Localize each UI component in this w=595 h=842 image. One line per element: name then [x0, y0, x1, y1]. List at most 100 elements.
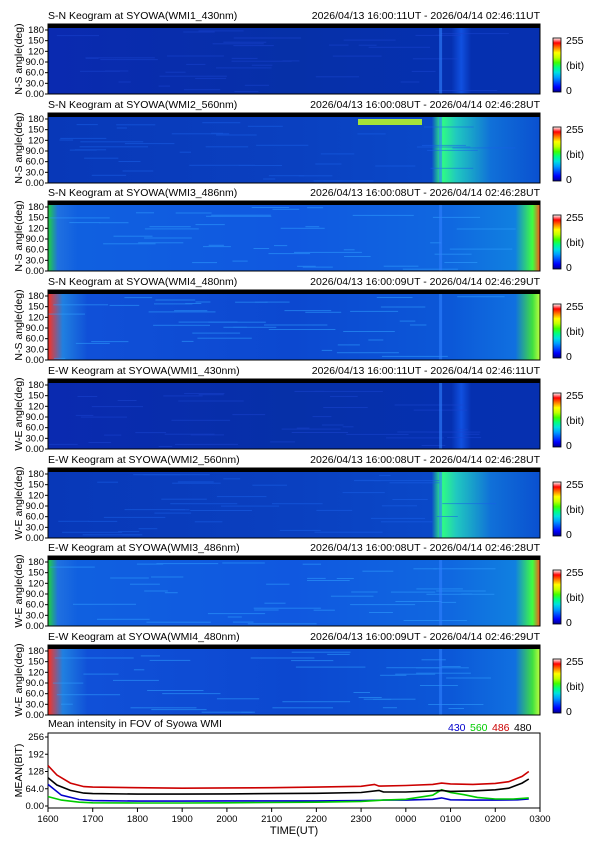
mean-xtick-label: 1900: [172, 814, 193, 825]
keogram-ytick-label: 120: [28, 46, 44, 57]
keogram-title: E-W Keogram at SYOWA(WMI1_430nm): [48, 365, 240, 377]
keogram-frame: [47, 644, 541, 716]
colorbar-unit-label: (bit): [566, 237, 584, 249]
keogram-ytick-label: 90.0: [26, 501, 45, 512]
keogram-y-axis-label: W-E angle(deg): [13, 643, 25, 716]
keogram-ytick-label: 150: [28, 125, 44, 136]
colorbar: 255 (bit) 0: [552, 479, 584, 541]
keogram-ytick-label: 0.00: [26, 621, 45, 632]
keogram-ytick-label: 30.0: [26, 522, 45, 533]
keogram-ytick-label: 120: [28, 578, 44, 589]
mean-xtick-label: 0200: [485, 814, 506, 825]
keogram-time-range: 2026/04/13 16:00:08UT - 2026/04/14 02:46…: [310, 187, 540, 199]
keogram-ytick-label: 90.0: [26, 323, 45, 334]
legend-entry-560: 560: [470, 722, 488, 734]
colorbar: 255 (bit) 0: [552, 567, 584, 629]
keogram-frame: [47, 378, 541, 450]
keogram-ytick-label: 150: [28, 302, 44, 313]
keogram-ytick-label: 180: [28, 469, 44, 480]
keogram-edge: [48, 468, 540, 472]
mean-y-axis-label: MEAN(BIT): [13, 744, 25, 798]
keogram-panel: S-N Keogram at SYOWA(WMI4_480nm) 2026/04/…: [13, 276, 584, 366]
keogram-edge: [48, 379, 540, 383]
keogram-ytick-label: 0.00: [26, 533, 45, 544]
keogram-ytick-label: 90.0: [26, 589, 45, 600]
series-line-560: [47, 788, 529, 804]
keogram-title: S-N Keogram at SYOWA(WMI4_480nm): [48, 276, 237, 288]
keogram-ytick-label: 90.0: [26, 412, 45, 423]
colorbar-max-label: 255: [566, 390, 584, 402]
keogram-y-axis-label: N-S angle(deg): [13, 23, 25, 94]
keogram-time-range: 2026/04/13 16:00:11UT - 2026/04/14 02:46…: [312, 10, 541, 22]
keogram-title: E-W Keogram at SYOWA(WMI3_486nm): [48, 542, 240, 554]
keogram-y-axis-label: N-S angle(deg): [13, 112, 25, 183]
keogram-y-axis-label: W-E angle(deg): [13, 554, 25, 627]
colorbar-unit-label: (bit): [566, 415, 584, 427]
keogram-title: S-N Keogram at SYOWA(WMI3_486nm): [48, 187, 237, 199]
keogram-edge: [48, 113, 540, 117]
keogram-ytick-label: 60.0: [26, 423, 45, 434]
keogram-ytick-label: 120: [28, 312, 44, 323]
keogram-ytick-label: 120: [28, 490, 44, 501]
keogram-ytick-label: 180: [28, 114, 44, 125]
colorbar-min-label: 0: [566, 617, 572, 629]
keogram-edge: [48, 290, 540, 294]
keogram-frame: [47, 112, 541, 184]
keogram-ytick-label: 180: [28, 291, 44, 302]
keogram-texture: [59, 119, 516, 182]
keogram-image: [48, 379, 540, 449]
keogram-ytick-label: 60.0: [26, 334, 45, 345]
colorbar: 255 (bit) 0: [552, 390, 584, 452]
keogram-ytick-label: 90.0: [26, 234, 45, 245]
colorbar: 255 (bit) 0: [552, 212, 584, 274]
colorbar-unit-label: (bit): [566, 504, 584, 516]
keogram-texture: [58, 474, 497, 536]
keogram-ytick-label: 30.0: [26, 610, 45, 621]
keogram-texture: [50, 562, 496, 625]
keogram-ytick-label: 120: [28, 135, 44, 146]
mean-xtick-label: 1600: [37, 814, 58, 825]
legend-entry-480: 480: [514, 722, 532, 734]
mean-xtick-label: 1700: [82, 814, 103, 825]
keogram-edge: [48, 645, 540, 649]
colorbar-scale: [552, 658, 562, 714]
keogram-ytick-label: 0.00: [26, 266, 45, 277]
keogram-time-range: 2026/04/13 16:00:08UT - 2026/04/14 02:46…: [310, 542, 540, 554]
colorbar-scale: [552, 126, 562, 182]
mean-xtick-label: 2200: [306, 814, 327, 825]
keogram-image: [48, 468, 540, 538]
keogram-ytick-label: 150: [28, 568, 44, 579]
keogram-frame: [47, 289, 541, 361]
legend-entry-430: 430: [448, 722, 466, 734]
keogram-ytick-label: 90.0: [26, 678, 45, 689]
colorbar-max-label: 255: [566, 301, 584, 313]
colorbar-min-label: 0: [566, 174, 572, 186]
keogram-ytick-label: 30.0: [26, 433, 45, 444]
colorbar-max-label: 255: [566, 479, 584, 491]
keogram-ytick-label: 30.0: [26, 344, 45, 355]
keogram-ytick-label: 60.0: [26, 68, 45, 79]
mean-xtick-label: 1800: [127, 814, 148, 825]
keogram-ytick-label: 60.0: [26, 157, 45, 168]
keogram-frame: [47, 200, 541, 272]
keogram-ytick-label: 180: [28, 557, 44, 568]
colorbar-min-label: 0: [566, 706, 572, 718]
keogram-title: S-N Keogram at SYOWA(WMI1_430nm): [48, 10, 237, 22]
colorbar-max-label: 255: [566, 567, 584, 579]
series-line-480: [47, 777, 530, 795]
mean-xtick-label: 0100: [440, 814, 461, 825]
colorbar-scale: [552, 37, 562, 93]
keogram-ytick-label: 150: [28, 657, 44, 668]
keogram-frame: [47, 467, 541, 539]
keogram-event-band: [439, 294, 443, 360]
colorbar: 255 (bit) 0: [552, 301, 584, 363]
keogram-ytick-label: 0.00: [26, 89, 45, 100]
keogram-y-axis-label: N-S angle(deg): [13, 289, 25, 360]
keogram-panel: S-N Keogram at SYOWA(WMI2_560nm) 2026/04/…: [13, 99, 584, 189]
keogram-ytick-label: 120: [28, 667, 44, 678]
colorbar: 255 (bit) 0: [552, 124, 584, 186]
keogram-texture: [48, 296, 505, 359]
keogram-panel: E-W Keogram at SYOWA(WMI4_480nm) 2026/04/…: [13, 631, 584, 721]
mean-intensity-chart: Mean intensity in FOV of Syowa WMI 430 56…: [13, 718, 551, 837]
keogram-time-range: 2026/04/13 16:00:09UT - 2026/04/14 02:46…: [310, 631, 540, 643]
